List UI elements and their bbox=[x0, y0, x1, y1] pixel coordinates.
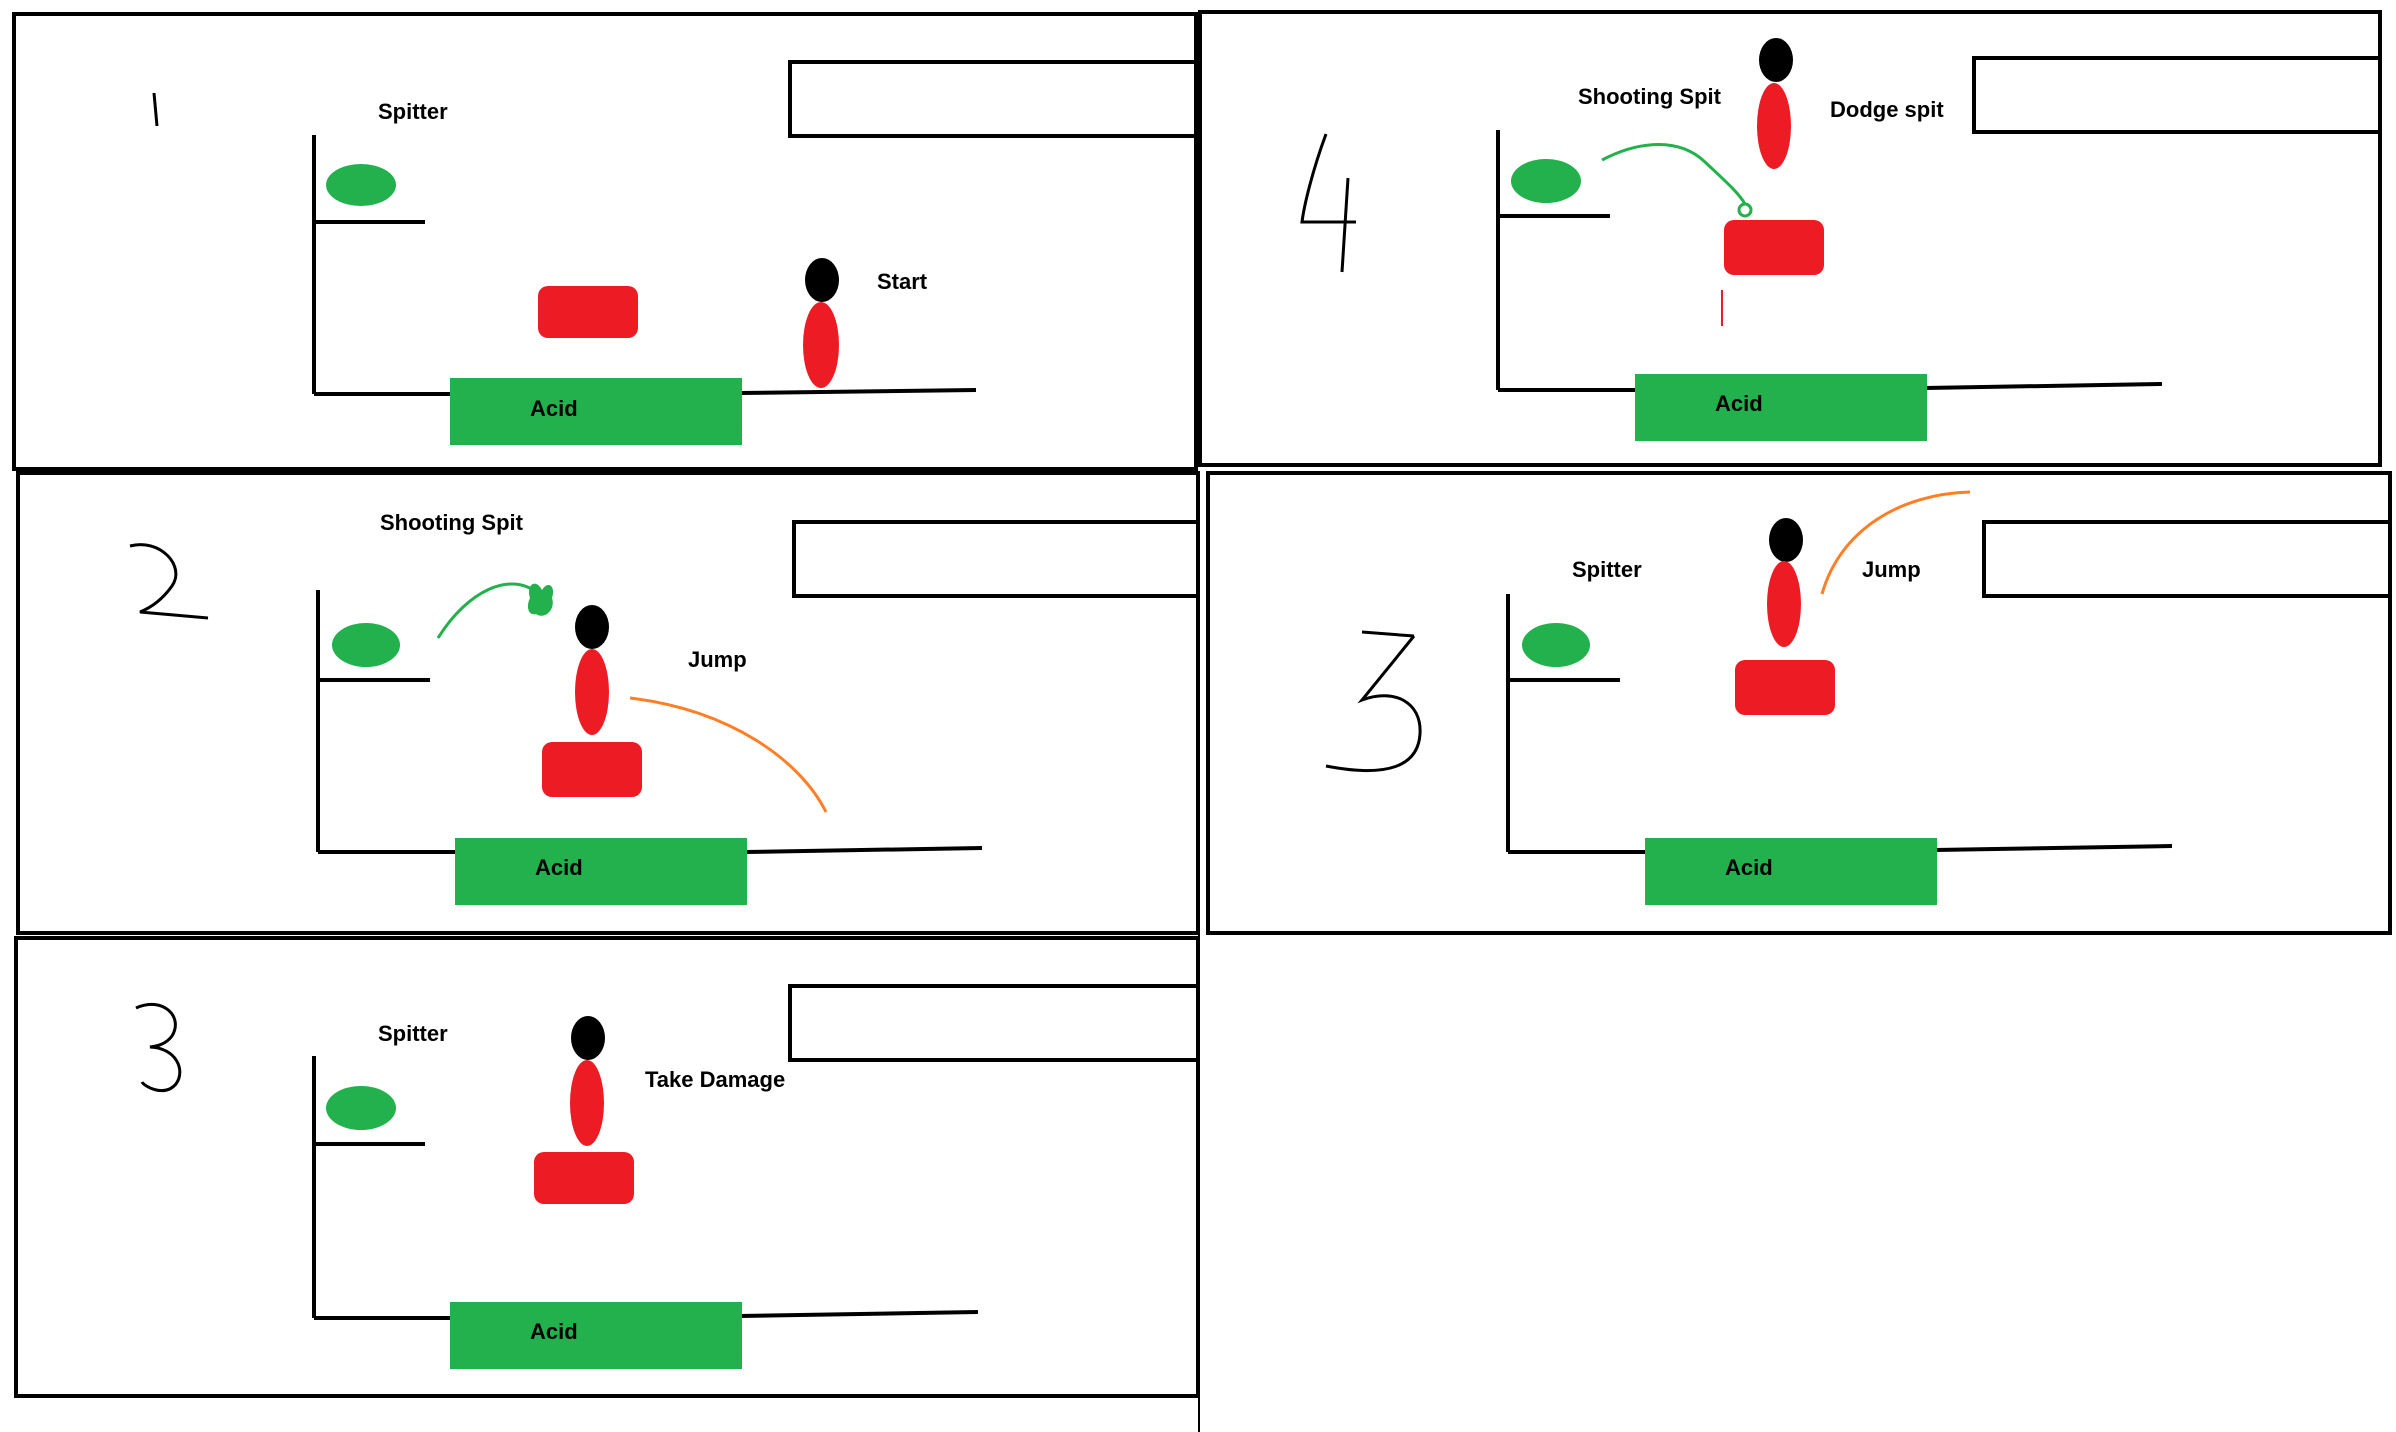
spitter-icon bbox=[1511, 159, 1581, 203]
platform-icon bbox=[538, 286, 638, 338]
jump-arc bbox=[629, 696, 828, 813]
player-state-label: Take Damage bbox=[645, 1067, 785, 1092]
hud-box bbox=[788, 60, 1198, 138]
acid-pool-icon bbox=[455, 838, 747, 905]
panel-4: Shooting Spit Acid Dodge spit bbox=[1198, 10, 2382, 467]
acid-pool-icon bbox=[450, 378, 742, 445]
panel-frame bbox=[1198, 10, 2382, 467]
spit-blob-icon bbox=[528, 583, 554, 616]
player-body-icon bbox=[1767, 561, 1801, 647]
player-body-icon bbox=[803, 302, 839, 388]
ground-line bbox=[1498, 382, 2163, 392]
spitter-icon bbox=[332, 623, 400, 667]
acid-pool-icon bbox=[450, 1302, 742, 1369]
panel-5: Spitter Acid Jump bbox=[1206, 471, 2392, 935]
ground-line bbox=[1508, 844, 2173, 854]
acid-label: Acid bbox=[1725, 855, 1773, 880]
ground-line bbox=[314, 1310, 979, 1320]
spitter-label: Shooting Spit bbox=[1578, 84, 1722, 109]
panel-frame bbox=[12, 12, 1198, 471]
panel-1: Spitter Acid Start bbox=[12, 12, 1198, 471]
acid-label: Acid bbox=[530, 1319, 578, 1344]
jump-arc bbox=[1820, 490, 1971, 595]
panel-number-3 bbox=[135, 1002, 182, 1093]
acid-label: Acid bbox=[535, 855, 583, 880]
spitter-label: Spitter bbox=[1572, 557, 1642, 582]
panel-2: Shooting Spit Acid Jump bbox=[16, 471, 1200, 935]
panel-frame bbox=[16, 471, 1200, 935]
platform-icon bbox=[542, 742, 642, 797]
player-state-label: Start bbox=[877, 269, 928, 294]
spitter-icon bbox=[326, 1086, 396, 1130]
player-state-label: Jump bbox=[1862, 557, 1921, 582]
player-state-label: Jump bbox=[688, 647, 747, 672]
player-body-icon bbox=[575, 649, 609, 735]
spitter-ledge bbox=[1496, 130, 1610, 390]
platform-icon bbox=[1735, 660, 1835, 715]
acid-pool-icon bbox=[1635, 374, 1927, 441]
spitter-ledge bbox=[1506, 594, 1620, 852]
panel-number-5 bbox=[1325, 630, 1422, 773]
spit-blob-icon bbox=[1737, 202, 1753, 218]
panel-number-4 bbox=[1300, 133, 1356, 273]
player-head-icon bbox=[571, 1016, 605, 1060]
panel-number-1 bbox=[152, 92, 159, 127]
ground-line bbox=[318, 846, 983, 854]
spit-trail bbox=[1601, 143, 1747, 205]
spitter-label: Shooting Spit bbox=[380, 510, 524, 535]
panel-3: Spitter Acid Take Damage bbox=[14, 936, 1200, 1398]
platform-icon bbox=[1724, 220, 1824, 275]
player-body-icon bbox=[570, 1060, 604, 1146]
ground-line bbox=[314, 388, 977, 396]
spitter-ledge bbox=[312, 135, 425, 394]
acid-label: Acid bbox=[1715, 391, 1763, 416]
player-body-icon bbox=[1757, 83, 1791, 169]
hud-box bbox=[788, 984, 1200, 1062]
panel-number-2 bbox=[129, 543, 209, 620]
spitter-label: Spitter bbox=[378, 1021, 448, 1046]
spitter-label: Spitter bbox=[378, 99, 448, 124]
panel-frame bbox=[1206, 471, 2392, 935]
player-head-icon bbox=[805, 258, 839, 302]
acid-label: Acid bbox=[530, 396, 578, 421]
platform-icon bbox=[534, 1152, 634, 1204]
acid-pool-icon bbox=[1645, 838, 1937, 905]
hud-box bbox=[1972, 56, 2382, 134]
spitter-icon bbox=[1522, 623, 1590, 667]
player-head-icon bbox=[1759, 38, 1793, 82]
spitter-icon bbox=[326, 164, 396, 206]
hud-box bbox=[1982, 520, 2392, 598]
player-head-icon bbox=[1769, 518, 1803, 562]
hud-box bbox=[792, 520, 1200, 598]
player-head-icon bbox=[575, 605, 609, 649]
spitter-ledge bbox=[316, 590, 430, 852]
player-state-label: Dodge spit bbox=[1830, 97, 1944, 122]
spitter-ledge bbox=[312, 1056, 425, 1318]
spit-trail bbox=[436, 582, 537, 639]
